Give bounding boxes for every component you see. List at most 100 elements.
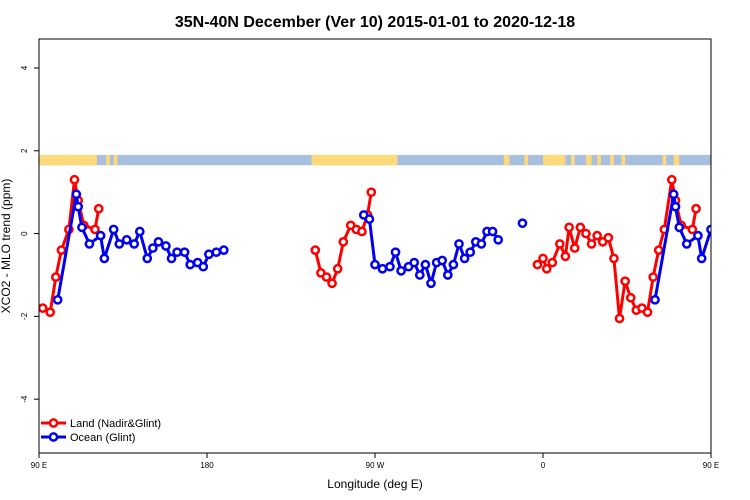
data-point [366, 187, 377, 198]
data-point [465, 247, 476, 258]
data-point [114, 239, 125, 249]
data-point [739, 255, 746, 262]
data-point [586, 239, 597, 249]
data-point [476, 239, 487, 249]
data-point [609, 253, 619, 264]
land-band-segment [711, 155, 750, 165]
data-point [73, 201, 84, 212]
data-point [77, 222, 87, 233]
series-ocean [52, 189, 746, 305]
legend: Land (Nadir&Glint) Ocean (Glint) [41, 418, 161, 444]
data-point [409, 257, 420, 268]
data-point [642, 307, 653, 318]
data-point [357, 226, 367, 237]
land-band-segment [543, 154, 566, 166]
y-tick-label: 2 [20, 148, 29, 153]
data-point [45, 307, 56, 318]
data-point [603, 232, 614, 243]
data-point [185, 259, 196, 270]
data-point [653, 245, 664, 255]
data-point [121, 234, 132, 245]
data-point [666, 174, 677, 185]
x-tick-label: 90 E [31, 461, 47, 470]
data-point [668, 189, 679, 200]
chart-title: 35N-40N December (Ver 10) 2015-01-01 to … [175, 14, 575, 31]
x-tick-label: 90 W [366, 461, 385, 470]
data-point [148, 243, 158, 253]
data-point [71, 189, 82, 200]
data-point [50, 272, 61, 282]
data-point [69, 174, 80, 185]
data-point [532, 259, 543, 270]
data-point [364, 214, 375, 224]
data-point [153, 237, 164, 247]
data-point [385, 261, 395, 272]
data-point [687, 224, 698, 235]
data-point [142, 253, 153, 264]
series-layer [39, 174, 746, 324]
data-point [564, 222, 574, 233]
data-point [541, 263, 552, 274]
data-point [426, 278, 436, 289]
data-point [377, 263, 388, 274]
data-point [134, 226, 145, 237]
y-axis: -4 -2 0 2 4 [20, 65, 39, 403]
y-tick-label: -4 [20, 395, 29, 403]
data-point [487, 226, 498, 237]
data-point [493, 234, 504, 245]
data-point [99, 253, 110, 264]
land-band-segment [39, 154, 97, 166]
data-point [448, 259, 459, 270]
data-point [198, 261, 209, 272]
data-point [674, 222, 685, 233]
land-band-segment [113, 154, 118, 166]
data-point [454, 239, 464, 249]
land-band-segment [311, 154, 398, 166]
data-point [696, 253, 707, 264]
data-point [681, 239, 692, 249]
data-point [90, 224, 100, 235]
y-axis-label: XCO2 - MLO trend (ppm) [0, 179, 13, 314]
y-tick-label: 4 [20, 65, 29, 70]
data-point [728, 240, 735, 247]
x-tick-label: 90 E [703, 461, 719, 470]
x-tick-label: 180 [200, 461, 214, 470]
data-point [592, 230, 602, 241]
data-point [581, 228, 591, 239]
land-band-segment [585, 154, 592, 166]
series-line [56, 192, 225, 301]
data-point [321, 272, 332, 282]
land-band-segment [524, 154, 529, 166]
data-point [338, 237, 349, 247]
land-band-segment [503, 154, 510, 166]
data-point [390, 247, 401, 258]
legend-label: Ocean (Glint) [70, 432, 135, 444]
data-point [569, 243, 580, 253]
data-point [713, 240, 720, 247]
data-point [204, 249, 214, 260]
data-point [39, 303, 48, 313]
land-band-segment [571, 154, 575, 166]
data-point [370, 259, 380, 270]
land-band-segment [662, 154, 667, 166]
land-band-segment [106, 154, 110, 166]
land-band-segment [673, 154, 680, 166]
land-band-segment [621, 154, 626, 166]
y-tick-label: -2 [20, 312, 29, 320]
data-point [332, 263, 343, 274]
data-point [172, 247, 182, 258]
data-point [554, 239, 565, 249]
data-point [218, 245, 229, 255]
data-point [52, 294, 63, 305]
land-ocean-band [39, 154, 750, 166]
data-point [396, 265, 406, 276]
data-point [547, 257, 558, 268]
data-point [420, 259, 431, 270]
data-point [129, 239, 140, 249]
data-point [327, 278, 337, 289]
data-point [648, 272, 658, 282]
data-point [166, 253, 177, 264]
data-point [560, 251, 571, 262]
data-point [161, 241, 171, 251]
data-point [575, 222, 586, 233]
